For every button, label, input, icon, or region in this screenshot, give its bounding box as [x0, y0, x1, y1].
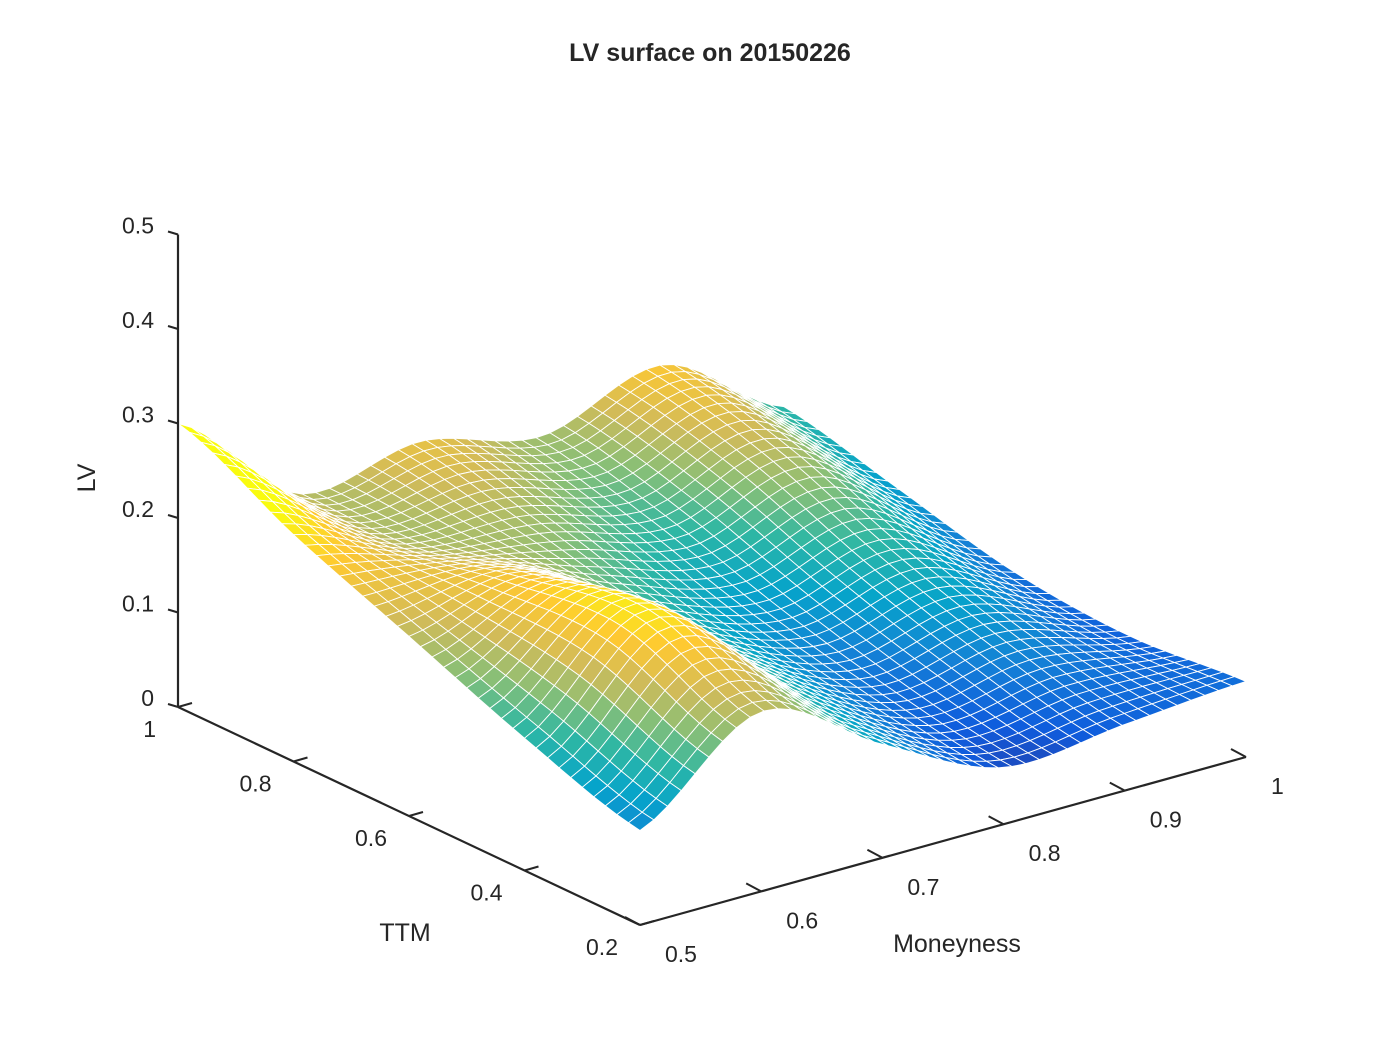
y-tick-label: 0.8 — [240, 771, 272, 797]
x-tick-label: 0.6 — [786, 907, 818, 933]
z-tick — [167, 703, 179, 708]
surface-mesh — [177, 364, 1247, 831]
x-tick-label: 1 — [1271, 773, 1284, 799]
z-tick-label: 0.5 — [122, 213, 154, 239]
axes: 0 0.1 0.2 0.3 0.4 0.5 0.5 0.6 0.7 0.8 0.9 1 0.2 0.4 0.… — [122, 213, 1284, 968]
z-tick — [167, 325, 179, 330]
y-tick-label: 0.2 — [586, 934, 618, 960]
y-tick — [408, 811, 424, 817]
z-tick-label: 0.1 — [122, 591, 154, 617]
z-tick-label: 0 — [141, 685, 154, 711]
x-axis-label: Moneyness — [893, 930, 1021, 958]
surface-cell — [177, 423, 204, 437]
x-tick — [624, 916, 641, 926]
y-tick-label: 0.6 — [355, 825, 387, 851]
x-tick-label: 0.8 — [1029, 840, 1061, 866]
x-tick-label: 0.5 — [665, 941, 697, 967]
x-tick — [1230, 748, 1247, 758]
chart-title: LV surface on 20150226 — [569, 39, 851, 67]
z-tick — [167, 230, 179, 236]
y-tick — [177, 702, 193, 708]
z-axis-label: LV — [73, 463, 101, 492]
x-tick-label: 0.9 — [1150, 807, 1182, 833]
z-tick — [167, 514, 179, 519]
z-tick — [167, 608, 179, 614]
y-tick-label: 0.4 — [471, 880, 503, 906]
y-axis-label: TTM — [379, 919, 430, 947]
surface-cell — [628, 811, 655, 831]
y-tick — [639, 920, 655, 926]
z-tick — [167, 419, 179, 425]
y-tick — [524, 865, 539, 872]
x-tick — [866, 848, 883, 859]
x-tick — [988, 815, 1005, 826]
z-tick-label: 0.4 — [122, 307, 154, 333]
x-tick-label: 0.7 — [907, 874, 939, 900]
z-tick-label: 0.3 — [122, 402, 154, 428]
y-tick-label: 1 — [143, 716, 156, 742]
x-axis-line — [639, 755, 1247, 927]
z-tick-label: 0.2 — [122, 496, 154, 522]
x-tick — [745, 882, 762, 893]
y-tick — [293, 756, 308, 763]
x-tick — [1109, 781, 1126, 792]
